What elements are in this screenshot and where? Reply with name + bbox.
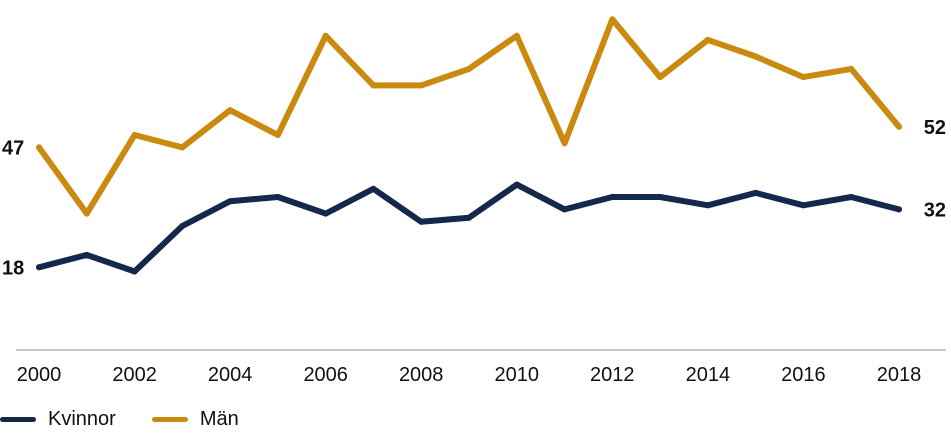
data-point-man-2009: [466, 65, 472, 72]
data-point-man-2007: [370, 82, 377, 89]
legend-label-man: Män: [199, 407, 239, 430]
start-value-label-man: 47: [2, 137, 24, 159]
data-point-kvinnor-2012: [609, 194, 616, 200]
x-tick-label-2012: 2012: [590, 364, 635, 386]
legend-swatch-man: [151, 416, 188, 422]
data-point-man-2001: [83, 210, 90, 217]
data-point-kvinnor-2005: [274, 194, 281, 200]
data-point-man-2011: [561, 140, 568, 147]
data-point-kvinnor-2004: [227, 198, 234, 205]
data-point-man-2016: [800, 74, 807, 81]
end-value-labels: 18 32 47 52: [2, 117, 946, 279]
data-point-man-2002: [131, 132, 138, 138]
data-point-man-2004: [227, 107, 234, 114]
x-tick-label-2008: 2008: [399, 364, 444, 386]
data-point-kvinnor-2009: [466, 214, 472, 221]
data-point-kvinnor-2018: [896, 206, 902, 213]
data-point-kvinnor-2010: [513, 181, 520, 188]
data-point-kvinnor-2008: [418, 218, 425, 225]
data-point-man-2012: [609, 16, 616, 23]
data-point-kvinnor-2002: [131, 268, 138, 275]
x-tick-label-2010: 2010: [495, 364, 540, 386]
end-value-label-kvinnor: 32: [924, 199, 946, 221]
x-tick-label-2002: 2002: [112, 364, 157, 386]
data-point-man-2006: [322, 32, 329, 39]
x-tick-labels: 2000 2002 2004 2006 2008 2010 2012 2014 2016 2018: [17, 364, 922, 386]
series-line-kvinnor: [36, 181, 902, 275]
series-layer: [36, 16, 902, 275]
legend-swatch-kvinnor: [0, 416, 36, 422]
x-tick-label-2000: 2000: [17, 364, 62, 386]
data-point-kvinnor-2006: [322, 210, 329, 217]
x-tick-label-2006: 2006: [303, 364, 348, 386]
data-point-man-2003: [179, 144, 186, 151]
data-point-kvinnor-2003: [179, 223, 186, 229]
legend-item-man: Män: [151, 407, 239, 431]
legend-label-kvinnor: Kvinnor: [48, 407, 116, 430]
data-point-kvinnor-2015: [752, 189, 759, 196]
data-point-man-2017: [848, 65, 855, 72]
data-point-man-2005: [274, 132, 281, 138]
data-point-kvinnor-2000: [36, 264, 42, 271]
legend: Kvinnor Män: [0, 406, 275, 432]
data-point-kvinnor-2011: [561, 206, 568, 213]
data-point-man-2010: [513, 32, 520, 39]
data-point-man-2013: [657, 74, 664, 81]
data-point-man-2000: [36, 144, 42, 151]
x-tick-label-2016: 2016: [781, 364, 826, 386]
data-point-kvinnor-2014: [704, 202, 711, 209]
data-point-kvinnor-2013: [657, 194, 664, 200]
data-point-man-2015: [752, 53, 759, 60]
data-point-kvinnor-2007: [370, 185, 377, 192]
data-point-man-2008: [418, 82, 425, 89]
data-point-man-2014: [704, 36, 711, 43]
x-tick-label-2014: 2014: [686, 364, 731, 386]
start-value-label-kvinnor: 18: [2, 257, 24, 279]
legend-item-kvinnor: Kvinnor: [0, 408, 116, 431]
x-tick-label-2018: 2018: [877, 364, 922, 386]
x-tick-label-2004: 2004: [208, 364, 253, 386]
series-line-man: [36, 16, 902, 217]
data-point-kvinnor-2017: [848, 194, 855, 200]
data-point-kvinnor-2016: [800, 202, 807, 209]
data-point-man-2018: [896, 123, 902, 130]
line-chart: 2000 2002 2004 2006 2008 2010 2012 2014 2016 2018…: [2, 16, 946, 386]
end-value-label-man: 52: [924, 117, 946, 139]
data-point-kvinnor-2001: [83, 251, 90, 258]
